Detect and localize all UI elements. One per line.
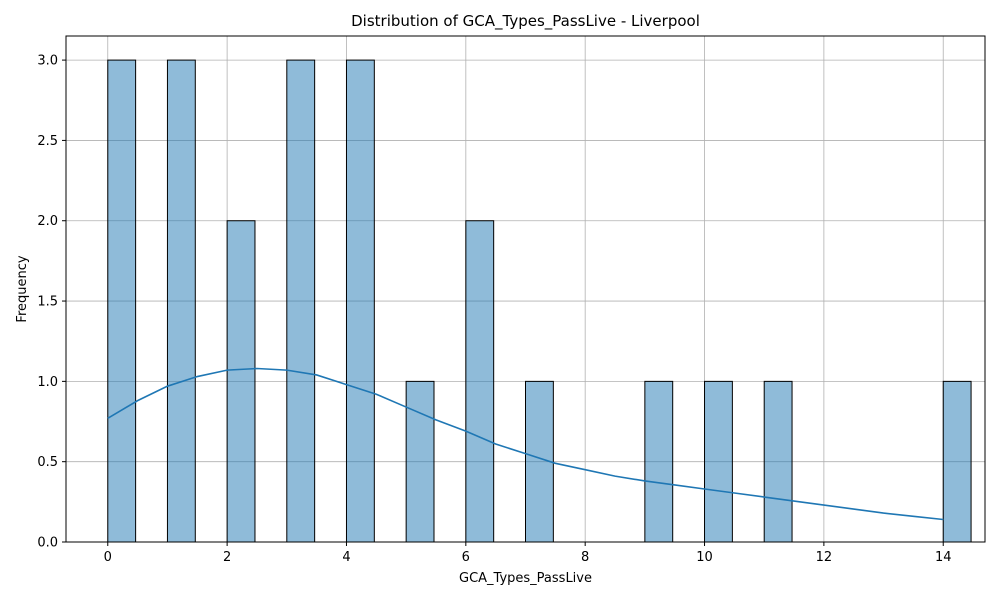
x-tick-label: 14 [935,550,952,565]
y-axis-label: Frequency [15,255,30,322]
histogram-bar [763,380,793,543]
y-tick-label: 3.0 [37,54,58,69]
y-tick-label: 0.5 [37,455,58,470]
plot-frame [65,35,986,543]
y-tick-label: 1.5 [37,295,58,310]
kde-curve [107,367,944,521]
histogram-bar [942,380,972,543]
y-tick-label: 2.0 [37,214,58,229]
histogram-bar [286,59,316,543]
x-axis-ticks: 0 2 4 6 8 10 12 14 [104,542,952,565]
y-tick-label: 2.5 [37,134,58,149]
histogram-bar [465,220,495,543]
histogram-bar [345,59,375,543]
y-tick-label: 0.0 [37,536,58,551]
grid-layer [66,36,985,543]
x-tick-label: 12 [816,550,833,565]
x-tick-label: 2 [223,550,231,565]
x-tick-label: 8 [581,550,589,565]
x-tick-label: 0 [104,550,112,565]
y-tick-label: 1.0 [37,375,58,390]
kde-layer [107,367,944,521]
chart-title: Distribution of GCA_Types_PassLive - Liv… [351,12,700,31]
histogram-bar [644,380,674,543]
x-tick-label: 10 [696,550,713,565]
histogram-bar [226,220,256,543]
x-tick-label: 4 [342,550,350,565]
histogram-bar [166,59,196,543]
bars-layer [107,59,972,543]
histogram-bar [405,380,435,543]
histogram-bar [704,380,733,543]
x-tick-label: 6 [462,550,470,565]
histogram-bar [107,59,137,543]
x-axis-label: GCA_Types_PassLive [459,571,592,586]
y-axis-ticks: 0.0 0.5 1.0 1.5 2.0 2.5 3.0 [37,54,66,551]
